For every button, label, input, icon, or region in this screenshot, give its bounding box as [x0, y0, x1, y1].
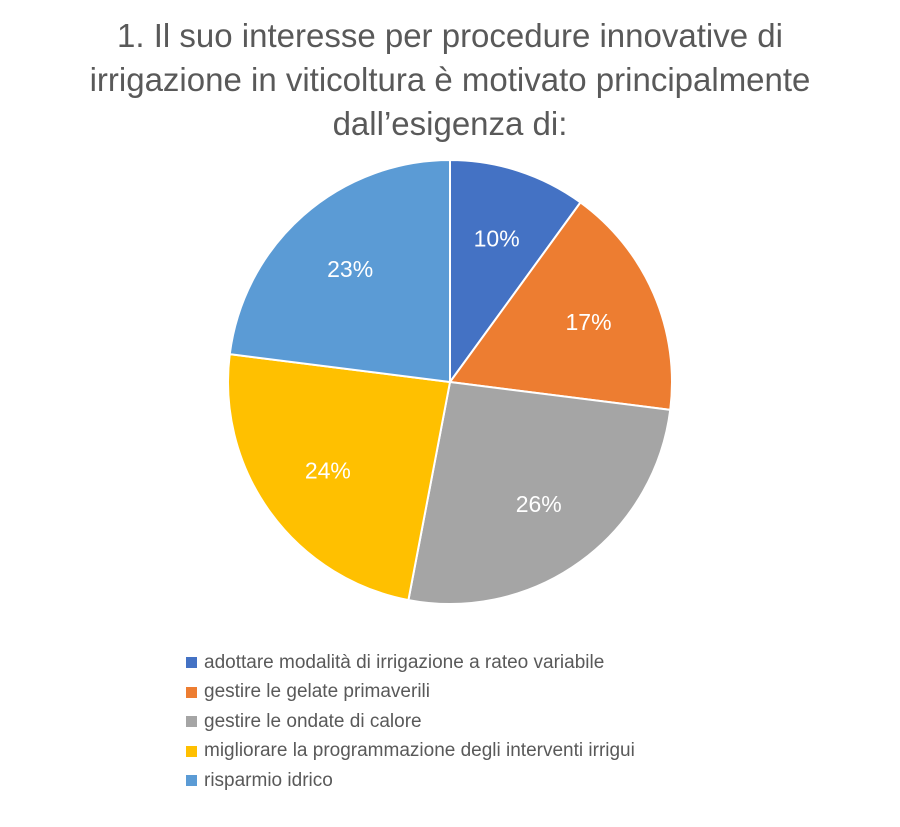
- legend-item: gestire le gelate primaverili: [186, 678, 635, 708]
- slice-label: 10%: [474, 225, 520, 251]
- chart-title-line-2: irrigazione in viticoltura è motivato pr…: [89, 61, 811, 98]
- chart-title: 1. Il suo interesse per procedure innova…: [0, 14, 900, 146]
- legend-label: migliorare la programmazione degli inter…: [204, 740, 635, 762]
- legend-swatch: [186, 716, 197, 728]
- legend-label: risparmio idrico: [204, 769, 333, 791]
- legend: adottare modalità di irrigazione a rateo…: [186, 648, 635, 796]
- legend-item: risparmio idrico: [186, 766, 635, 796]
- pie-slice: [449, 158, 582, 386]
- legend-swatch: [186, 775, 197, 787]
- slice-label: 23%: [327, 256, 373, 282]
- legend-item: gestire le ondate di calore: [186, 707, 635, 737]
- slice-label: 26%: [516, 491, 562, 517]
- slice-label: 24%: [305, 458, 351, 484]
- chart-title-line-1: 1. Il suo interesse per procedure innova…: [117, 17, 783, 54]
- pie-slice: [228, 158, 451, 384]
- chart-title-line-3: dall’esigenza di:: [332, 105, 568, 142]
- legend-label: gestire le ondate di calore: [204, 710, 422, 732]
- legend-label: adottare modalità di irrigazione a rateo…: [204, 651, 605, 673]
- pie-slice: [227, 353, 452, 602]
- legend-item: migliorare la programmazione degli inter…: [186, 737, 635, 767]
- legend-label: gestire le gelate primaverili: [204, 681, 430, 703]
- legend-item: adottare modalità di irrigazione a rateo…: [186, 648, 635, 678]
- legend-swatch: [186, 657, 197, 669]
- pie-slice: [407, 380, 672, 605]
- legend-swatch: [186, 745, 197, 757]
- legend-swatch: [186, 686, 197, 698]
- slice-label: 17%: [566, 309, 612, 335]
- pie-slice: [448, 201, 673, 411]
